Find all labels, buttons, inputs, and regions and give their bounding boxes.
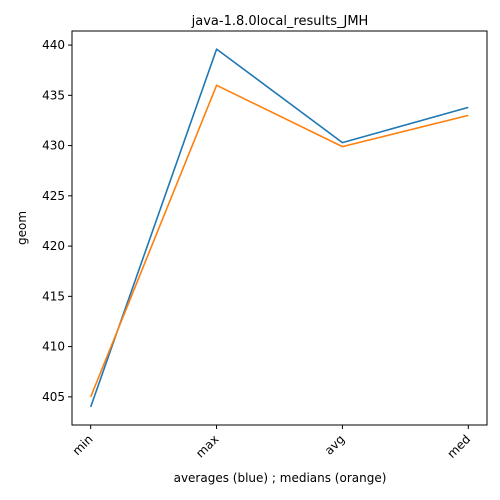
y-tick-label: 435 (42, 88, 65, 102)
y-tick-label: 425 (42, 189, 65, 203)
series-line-medians (89, 84, 469, 398)
y-tick-label: 410 (42, 340, 65, 354)
y-axis-label: geom (15, 211, 29, 245)
series-layer (89, 48, 469, 408)
series-line-averages (89, 48, 469, 408)
chart-title: java-1.8.0local_results_JMH (191, 14, 369, 29)
y-tick-label: 415 (42, 289, 65, 303)
y-tick-label: 420 (42, 239, 65, 253)
y-tick-label: 405 (42, 390, 65, 404)
y-axis: 405 410 415 420 425 430 435 440 (42, 38, 72, 404)
x-axis-label: averages (blue) ; medians (orange) (174, 471, 387, 485)
plot-frame (71, 30, 488, 426)
y-tick-label: 440 (42, 38, 65, 52)
y-tick-label: 430 (42, 139, 65, 153)
